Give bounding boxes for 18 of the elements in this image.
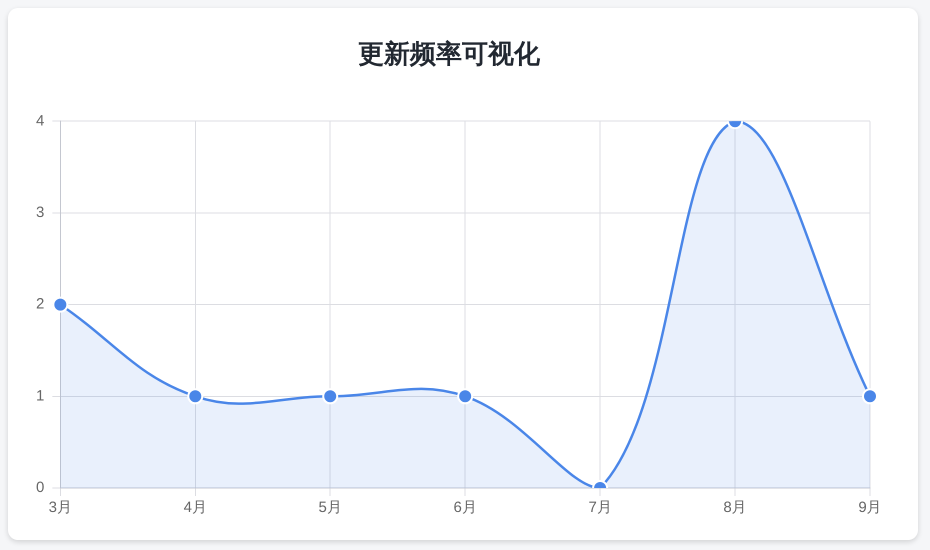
point: [862, 388, 878, 404]
point: [187, 388, 204, 404]
x-tick-label: 4月: [184, 499, 207, 516]
x-tick-label: 7月: [588, 499, 612, 516]
chart-title: 更新频率可视化: [358, 39, 541, 70]
point: [52, 296, 68, 313]
y-tick-label: 4: [36, 112, 44, 130]
x-tick-label: 3月: [48, 499, 72, 516]
point: [457, 388, 474, 404]
y-tick-label: 3: [36, 204, 44, 222]
x-tick-label: 8月: [723, 499, 747, 516]
y-tick-label: 1: [36, 387, 44, 404]
x-tick-label: 5月: [318, 499, 342, 516]
y-tick-label: 2: [36, 296, 44, 313]
y-tick-label: 0: [36, 479, 44, 496]
point: [322, 388, 338, 404]
x-tick-label: 9月: [858, 499, 882, 516]
x-tick-label: 6月: [454, 499, 477, 516]
